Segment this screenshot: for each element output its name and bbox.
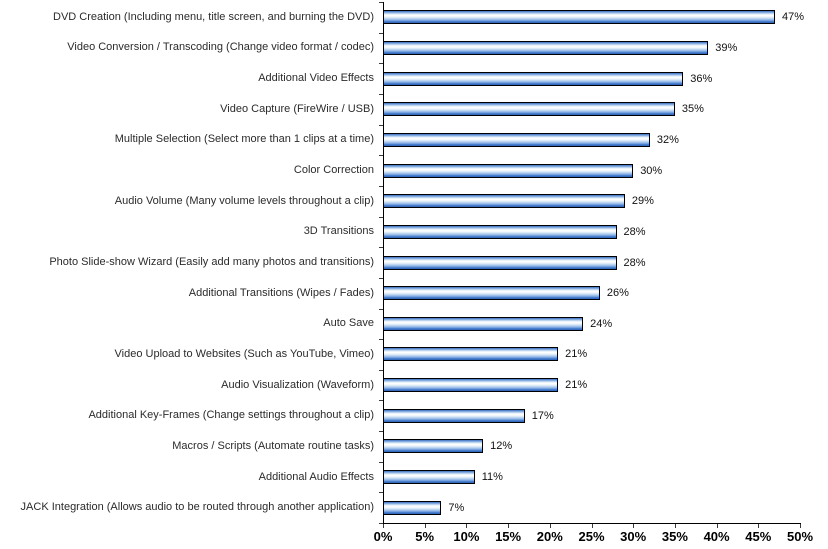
category-label: Video Conversion / Transcoding (Change v… (67, 41, 374, 54)
x-axis-tick (591, 524, 593, 528)
value-label: 12% (490, 440, 513, 453)
y-axis-line (383, 2, 384, 524)
bar (383, 255, 617, 270)
value-label: 11% (481, 471, 503, 484)
x-axis-line (383, 523, 801, 524)
y-axis-tick (379, 369, 383, 371)
bar (383, 408, 525, 423)
category-label: Macros / Scripts (Automate routine tasks… (172, 439, 374, 452)
category-label: Color Correction (293, 164, 374, 177)
x-axis-tick-label: 45% (745, 529, 772, 544)
y-axis-tick (379, 124, 383, 126)
y-axis-tick (379, 63, 383, 65)
value-label: 35% (681, 103, 704, 116)
y-axis-tick (379, 308, 383, 310)
category-label: Auto Save (323, 317, 374, 330)
bar (383, 71, 684, 86)
bar (383, 347, 559, 362)
value-label: 32% (656, 133, 679, 146)
x-axis-tick-label: 5% (415, 529, 435, 544)
category-label: Additional Key-Frames (Change settings t… (88, 409, 374, 422)
category-label: 3D Transitions (303, 225, 374, 238)
value-label: 28% (623, 256, 646, 269)
value-label: 30% (640, 164, 663, 177)
category-label: Audio Visualization (Waveform) (221, 378, 374, 391)
bar (383, 470, 475, 485)
bar (383, 40, 709, 55)
value-label: 29% (631, 195, 654, 208)
y-axis-tick (379, 461, 383, 463)
value-label: 17% (531, 409, 554, 422)
y-axis-tick (379, 492, 383, 494)
category-label: Additional Audio Effects (258, 470, 374, 483)
x-axis-tick (549, 524, 551, 528)
y-axis-tick (379, 247, 383, 249)
x-axis-tick-label: 50% (786, 529, 814, 544)
bar (383, 286, 600, 301)
x-axis-tick (383, 524, 384, 528)
value-label: 24% (590, 317, 613, 330)
x-axis-tick-label: 0% (373, 529, 393, 544)
category-label: Video Capture (FireWire / USB) (220, 102, 374, 115)
value-label: 21% (565, 379, 588, 392)
y-axis-tick (379, 216, 383, 218)
value-label: 26% (606, 287, 629, 300)
y-axis-tick (379, 339, 383, 341)
category-label: Additional Video Effects (258, 72, 374, 85)
category-label: Additional Transitions (Wipes / Fades) (188, 286, 374, 299)
x-axis-tick-label: 10% (453, 529, 480, 544)
x-axis-tick (466, 524, 468, 528)
x-axis-tick (424, 524, 426, 528)
x-axis-tick (508, 524, 510, 528)
category-label: JACK Integration (Allows audio to be rou… (20, 501, 374, 514)
y-axis-tick (379, 93, 383, 95)
value-label: 7% (448, 501, 465, 514)
x-axis-tick-label: 15% (495, 529, 522, 544)
x-axis-tick-label: 35% (661, 529, 688, 544)
category-label: Audio Volume (Many volume levels through… (114, 194, 374, 207)
y-axis-tick (379, 32, 383, 34)
bar (383, 500, 442, 515)
bar (383, 224, 617, 239)
category-label: Video Upload to Websites (Such as YouTub… (114, 347, 374, 360)
category-label: Multiple Selection (Select more than 1 c… (114, 133, 374, 146)
value-label: 21% (565, 348, 588, 361)
bar (383, 378, 559, 393)
y-axis-tick (379, 2, 383, 3)
value-label: 28% (623, 225, 646, 238)
y-axis-tick (379, 277, 383, 279)
x-axis-tick-label: 40% (703, 529, 730, 544)
bar (383, 102, 675, 117)
value-label: 47% (781, 11, 804, 24)
x-axis-tick (800, 524, 801, 528)
y-axis-tick (379, 185, 383, 187)
y-axis-tick (379, 431, 383, 433)
bar (383, 163, 634, 178)
bar (383, 10, 775, 25)
x-axis-tick (633, 524, 635, 528)
bar (383, 439, 484, 454)
x-axis-tick-label: 20% (536, 529, 563, 544)
x-axis-tick (758, 524, 760, 528)
y-axis-tick (379, 155, 383, 157)
bar (383, 316, 584, 331)
value-label: 39% (715, 41, 738, 54)
bar (383, 194, 625, 209)
y-axis-tick (379, 523, 383, 525)
x-axis-tick-label: 30% (620, 529, 647, 544)
y-axis-tick (379, 400, 383, 402)
value-label: 36% (690, 72, 713, 85)
x-axis-tick-label: 25% (578, 529, 605, 544)
x-axis-tick (674, 524, 676, 528)
x-axis-tick (716, 524, 718, 528)
category-label: Photo Slide-show Wizard (Easily add many… (49, 256, 374, 268)
category-label: DVD Creation (Including menu, title scre… (53, 10, 374, 23)
bar (383, 132, 650, 147)
